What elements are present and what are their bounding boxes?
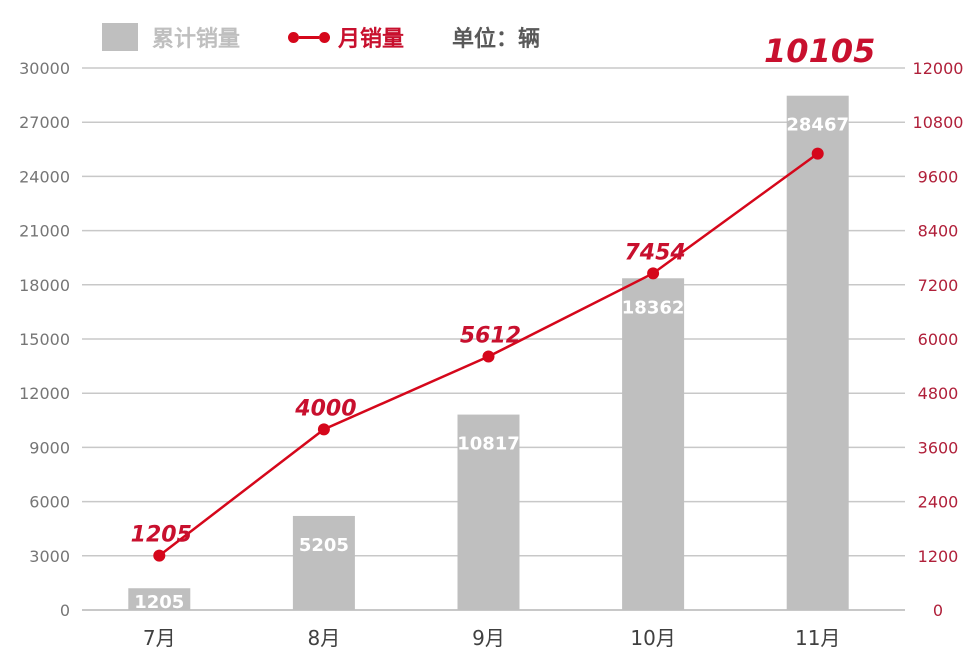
left-axis-tick: 15000 [19,330,70,349]
left-axis-tick: 21000 [19,222,70,241]
right-axis-tick: 0 [933,601,943,620]
line-value-label: 4000 [294,396,356,421]
right-axis-tick: 12000 [913,59,964,78]
line-point [811,147,824,160]
bar-value-label: 5205 [299,535,349,556]
right-y-axis: 0 1200 2400 3600 4800 6000 7200 8400 9600 10800 12… [913,59,964,620]
left-axis-tick: 27000 [19,113,70,132]
x-axis-labels: 7月 8月 9月 10月 11月 [143,626,840,650]
legend-bar-label: 累计销量 [152,27,241,52]
x-axis-label: 10月 [630,626,675,650]
left-axis-tick: 30000 [19,59,70,78]
bar [786,95,849,611]
cumulative-sales-bars: 1205 5205 10817 18362 28467 [128,95,849,613]
x-axis-label: 7月 [143,626,176,650]
left-axis-tick: 18000 [19,276,70,295]
right-axis-tick: 1200 [918,547,959,566]
monthly-sales-line: 1205 4000 5612 7454 10105 [131,32,875,562]
right-axis-tick: 10800 [913,113,964,132]
bar [622,278,685,610]
line-point [317,423,330,436]
left-axis-tick: 6000 [29,493,70,512]
unit-label: 单位：辆 [452,27,541,52]
legend-bar-swatch [102,23,138,51]
legend: 累计销量 月销量 单位：辆 [102,20,540,54]
line-point [482,350,495,363]
left-axis-tick: 3000 [29,547,70,566]
left-axis-tick: 9000 [29,438,70,457]
left-axis-tick: 12000 [19,384,70,403]
line-value-label: 5612 [460,324,521,349]
x-axis-label: 11月 [795,626,840,650]
line-value-label: 1205 [131,523,192,548]
x-axis-label: 9月 [472,626,505,650]
bar [128,588,191,610]
bar-value-label: 1205 [134,592,184,613]
bar [457,414,520,610]
legend-line-label: 月销量 [338,27,405,52]
right-axis-tick: 4800 [918,384,959,403]
line-value-label: 7454 [624,240,685,265]
right-axis-tick: 2400 [918,493,959,512]
right-axis-tick: 7200 [918,276,959,295]
legend-line-marker-icon [288,31,331,43]
bar-value-label: 18362 [622,297,685,318]
x-axis-label: 8月 [308,626,341,650]
right-axis-tick: 6000 [918,330,959,349]
bar-value-label: 10817 [457,434,520,455]
right-axis-tick: 9600 [918,167,959,186]
right-axis-tick: 3600 [918,438,959,457]
line-value-label: 10105 [764,32,875,70]
left-y-axis: 0 3000 6000 9000 12000 15000 18000 21000 24000 27… [19,59,70,620]
bar [292,515,355,610]
line-point [153,549,166,562]
line-point [647,267,660,280]
left-axis-tick: 24000 [19,167,70,186]
right-axis-tick: 8400 [918,222,959,241]
left-axis-tick: 0 [60,601,70,620]
bar-value-label: 28467 [786,115,849,136]
